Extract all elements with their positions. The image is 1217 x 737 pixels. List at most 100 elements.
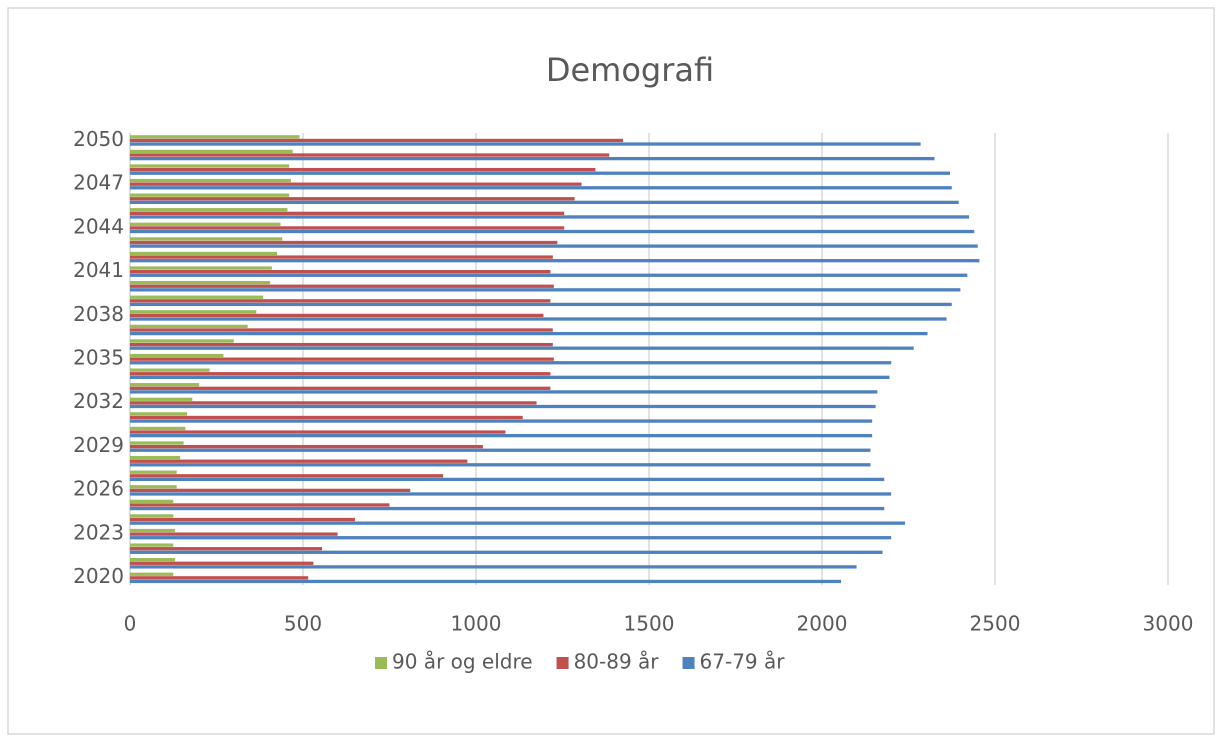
bar	[130, 317, 947, 321]
bar	[130, 288, 961, 292]
bar	[130, 244, 978, 248]
legend-label: 67-79 år	[700, 650, 786, 674]
legend-swatch	[556, 657, 569, 669]
bar	[130, 426, 186, 431]
bar	[130, 135, 300, 139]
x-tick-label: 3000	[1143, 612, 1194, 636]
bar	[130, 386, 551, 390]
bar	[130, 200, 959, 205]
legend-label: 80-89 år	[574, 650, 660, 674]
bar	[130, 383, 200, 387]
bar	[130, 579, 842, 584]
bar	[130, 455, 181, 460]
bar	[130, 448, 871, 452]
bar	[130, 514, 174, 518]
bar	[130, 164, 290, 168]
bar	[130, 419, 873, 423]
y-tick-label: 2026	[73, 477, 124, 501]
bar	[130, 324, 248, 329]
legend-swatch	[375, 657, 387, 669]
bar	[130, 547, 323, 551]
bar	[130, 211, 565, 215]
y-tick-label: 2035	[73, 346, 124, 370]
bar	[130, 412, 188, 416]
bar	[130, 222, 281, 226]
bar	[130, 576, 309, 580]
bar	[130, 346, 914, 350]
bar	[130, 182, 582, 186]
bar	[130, 313, 544, 318]
bar	[130, 310, 257, 314]
bar	[130, 302, 952, 307]
bar	[130, 506, 885, 511]
bar	[130, 375, 890, 379]
bar	[130, 331, 928, 336]
x-tick-label: 2500	[970, 612, 1021, 636]
bar	[130, 444, 483, 449]
bar	[130, 558, 175, 562]
bar	[130, 138, 624, 143]
bar	[130, 434, 873, 438]
bar	[130, 368, 210, 372]
x-tick-label: 0	[124, 612, 137, 636]
bar	[130, 149, 293, 154]
y-tick-label: 2050	[73, 127, 124, 151]
bar	[130, 156, 935, 161]
bar	[130, 463, 871, 467]
y-tick-label: 2047	[73, 171, 124, 195]
bar	[130, 536, 892, 540]
legend-swatch	[682, 657, 695, 669]
y-tick-label: 2023	[73, 520, 124, 544]
bar	[130, 517, 355, 522]
bar	[130, 372, 551, 376]
bar	[130, 259, 980, 263]
bar	[130, 215, 970, 219]
bar	[130, 397, 193, 401]
x-tick-label: 500	[284, 612, 322, 636]
bar	[130, 441, 184, 445]
bar	[130, 390, 878, 394]
bar	[130, 499, 174, 504]
bar	[130, 178, 291, 183]
y-tick-label: 2044	[73, 214, 124, 238]
bar	[130, 240, 558, 245]
bar	[130, 550, 883, 554]
x-tick-label: 1500	[624, 612, 675, 636]
bar	[130, 226, 565, 230]
bar	[130, 167, 596, 172]
bar	[130, 528, 175, 533]
bar	[130, 229, 975, 234]
bar	[130, 401, 537, 405]
bar	[130, 295, 264, 299]
bar	[130, 488, 411, 493]
bar	[130, 477, 885, 482]
bar	[130, 404, 876, 409]
bar	[130, 357, 554, 361]
bar	[130, 255, 553, 259]
bar	[130, 284, 554, 288]
bar	[130, 492, 892, 496]
bar	[130, 328, 553, 332]
y-tick-label: 2032	[73, 389, 124, 413]
bar	[130, 273, 968, 277]
y-tick-label: 2020	[73, 564, 124, 588]
bar	[130, 459, 468, 463]
bar	[130, 251, 278, 256]
bar	[130, 208, 288, 212]
bar	[130, 485, 177, 489]
x-tick-label: 2000	[797, 612, 848, 636]
bar	[130, 186, 952, 190]
y-tick-label: 2041	[73, 258, 124, 282]
bar	[130, 543, 174, 547]
bar	[130, 171, 951, 175]
bar	[130, 266, 272, 270]
bar	[130, 353, 224, 358]
y-tick-label: 2029	[73, 433, 124, 457]
chart-title: Demografi	[546, 51, 714, 89]
bar	[130, 561, 314, 565]
bar	[130, 342, 553, 347]
bar	[130, 237, 283, 241]
bar	[130, 521, 906, 525]
y-tick-label: 2038	[73, 302, 124, 326]
